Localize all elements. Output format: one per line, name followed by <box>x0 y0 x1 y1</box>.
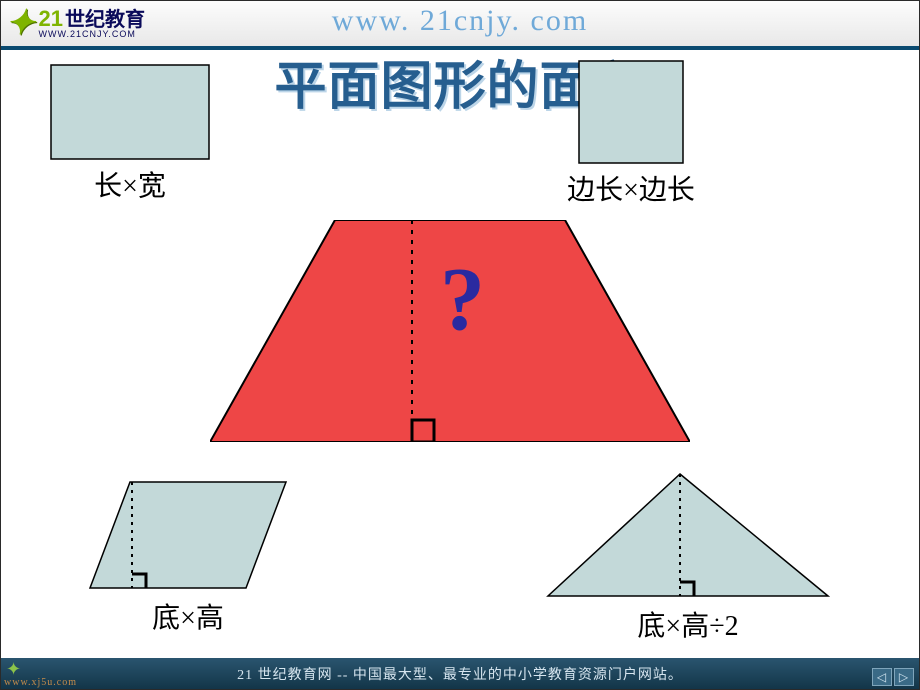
rectangle-shape <box>50 64 210 160</box>
square-shape <box>578 60 684 164</box>
header-bar: ✦ 21 世纪教育 WWW.21CNJY.COM www. 21cnjy. co… <box>0 0 920 50</box>
question-mark: ? <box>440 248 485 351</box>
parallelogram-formula: 底×高 <box>88 596 288 636</box>
square-block: 边长×边长 <box>546 60 716 208</box>
rectangle-formula: 长×宽 <box>50 164 210 204</box>
footer-corner-url: www.xj5u.com <box>4 677 77 688</box>
parallelogram-shape <box>88 480 288 592</box>
footer-text: 21 世纪教育网 -- 中国最大型、最专业的中小学教育资源门户网站。 <box>237 664 683 684</box>
rectangle-block: 长×宽 <box>50 64 210 204</box>
square-formula: 边长×边长 <box>546 168 716 208</box>
trapezoid-block: ? <box>210 220 690 442</box>
header-url: www. 21cnjy. com <box>0 4 920 38</box>
triangle-formula: 底×高÷2 <box>546 604 830 644</box>
triangle-shape <box>546 472 830 600</box>
nav-arrows: ◁ ▷ <box>872 668 914 686</box>
parallelogram-block: 底×高 <box>88 480 288 636</box>
prev-slide-button[interactable]: ◁ <box>872 668 892 686</box>
next-slide-button[interactable]: ▷ <box>894 668 914 686</box>
footer-bar: ✦ 21 世纪教育网 -- 中国最大型、最专业的中小学教育资源门户网站。 www… <box>0 658 920 690</box>
triangle-block: 底×高÷2 <box>546 472 830 644</box>
